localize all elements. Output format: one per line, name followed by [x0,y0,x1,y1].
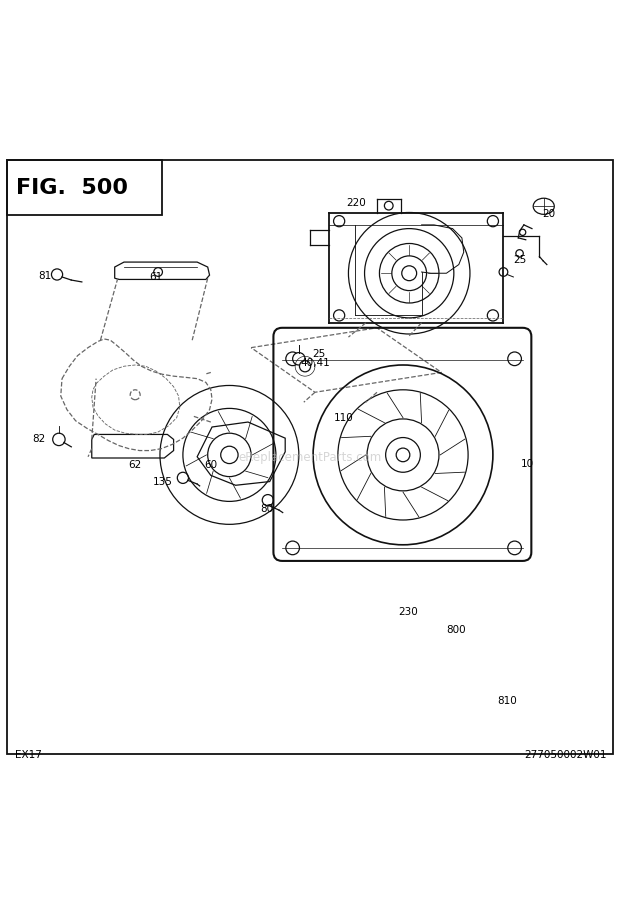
Text: 800: 800 [446,626,466,636]
Text: 20: 20 [542,210,556,219]
Text: 61: 61 [149,272,163,282]
Text: 62: 62 [128,461,142,471]
Text: EX17: EX17 [16,750,42,760]
Text: 10: 10 [520,459,534,469]
Circle shape [286,541,299,555]
Circle shape [334,310,345,321]
Circle shape [499,267,508,277]
Text: 80: 80 [260,504,273,514]
Text: 40,41: 40,41 [300,357,330,367]
Circle shape [293,353,305,365]
Circle shape [487,310,498,321]
Text: FIG.  500: FIG. 500 [16,178,128,198]
Text: 110: 110 [334,413,354,422]
Text: eReplacementParts.com: eReplacementParts.com [238,452,382,464]
Circle shape [508,352,521,365]
Text: 277050002W01: 277050002W01 [524,750,606,760]
Circle shape [51,269,63,280]
Text: 220: 220 [347,198,366,208]
Text: 81: 81 [38,271,51,281]
Circle shape [154,267,162,277]
Text: 810: 810 [497,696,517,706]
Circle shape [299,361,311,372]
Circle shape [487,215,498,227]
Text: 25: 25 [312,349,326,359]
Circle shape [516,250,523,257]
Circle shape [508,541,521,555]
Text: 135: 135 [153,476,172,486]
Text: 60: 60 [204,461,218,471]
Circle shape [334,215,345,227]
Circle shape [520,229,526,235]
Circle shape [384,202,393,210]
Text: 25: 25 [513,255,526,265]
Circle shape [286,352,299,365]
Text: 230: 230 [398,606,418,616]
Text: 82: 82 [32,434,45,444]
Circle shape [53,433,65,445]
Bar [7,160,162,215]
